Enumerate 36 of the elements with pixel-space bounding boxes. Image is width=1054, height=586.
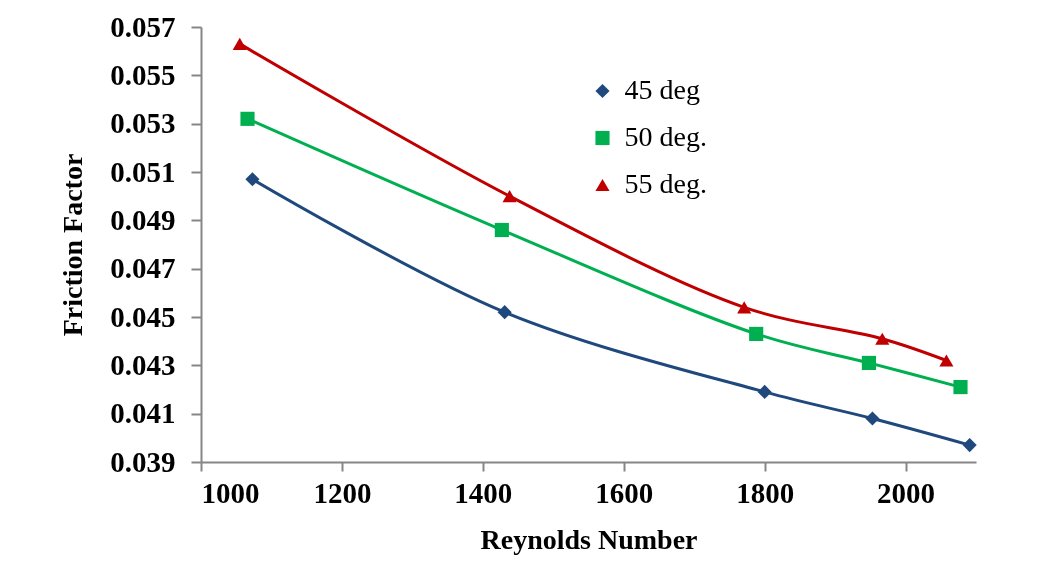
point (875, 332, 890, 345)
point (502, 190, 517, 203)
point (953, 380, 968, 395)
y-tick-label: 0.055 (110, 58, 176, 91)
x-tick-label: 1400 (454, 476, 513, 509)
y-tick-label: 0.045 (110, 300, 176, 333)
y-tick-label: 0.051 (110, 155, 176, 188)
point (240, 111, 255, 126)
y-tick-label: 0.053 (110, 107, 176, 140)
point (245, 172, 260, 187)
x-tick-label: 2000 (877, 476, 936, 509)
legend-label: 55 deg. (624, 168, 707, 199)
point (494, 222, 509, 238)
x-tick-label: 1800 (736, 476, 795, 509)
legend-label: 50 deg. (624, 121, 707, 152)
y-tick-label: 0.043 (110, 348, 176, 381)
y-tick-label: 0.041 (110, 397, 176, 430)
point (749, 326, 764, 341)
point (939, 354, 954, 367)
point (232, 37, 247, 51)
y-tick-label: 0.057 (110, 10, 176, 43)
y-tick-label: 0.049 (110, 203, 176, 236)
x-tick-label: 1200 (313, 476, 372, 509)
y-axis-title: Friction Factor (57, 153, 89, 337)
point (497, 305, 512, 320)
point (757, 384, 772, 399)
x-tick-label: 1000 (201, 476, 260, 509)
point (861, 355, 876, 370)
point (962, 438, 977, 453)
y-tick-label: 0.047 (110, 252, 176, 285)
x-tick-label: 1600 (595, 476, 654, 509)
y-tick-label: 0.039 (110, 445, 176, 478)
x-axis-title: Reynolds Number (480, 523, 698, 555)
point (865, 411, 880, 426)
legend-label: 45 deg (624, 74, 700, 105)
point (737, 301, 752, 314)
